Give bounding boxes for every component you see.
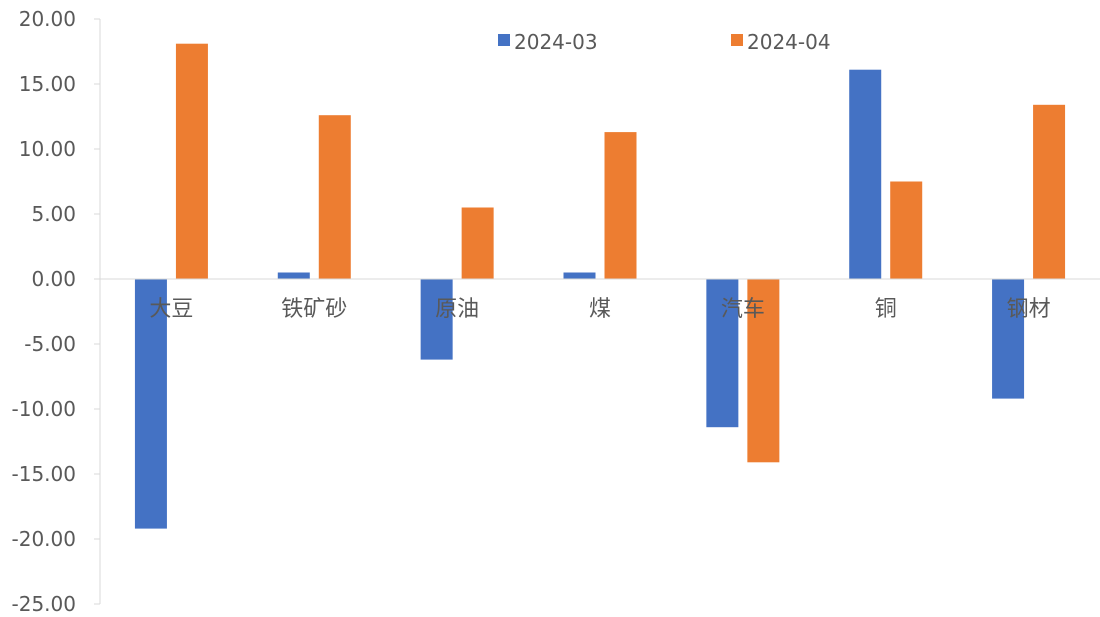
bar-2024-03-钢材 — [992, 279, 1025, 399]
bar-2024-04-钢材 — [1033, 104, 1066, 279]
bar-2024-03-铁矿砂 — [277, 272, 310, 279]
category-label: 大豆 — [149, 297, 193, 322]
bar-2024-03-大豆 — [134, 279, 167, 529]
bar-2024-03-煤 — [563, 272, 596, 279]
y-tick-label: 5.00 — [31, 202, 76, 226]
bars — [100, 43, 1100, 529]
legend-label: 2024-03 — [514, 30, 598, 54]
y-tick-label: -10.00 — [12, 397, 76, 421]
category-label: 铜 — [875, 297, 897, 322]
bar-2024-04-煤 — [604, 132, 637, 279]
category-label: 钢材 — [1007, 297, 1051, 322]
category-label: 煤 — [589, 297, 611, 322]
y-axis: 20.00 15.00 10.00 5.00 0.00 -5.00 -10.00 -15.00… — [12, 7, 101, 616]
y-tick-label: 0.00 — [31, 267, 76, 291]
y-tick-label: 10.00 — [19, 137, 76, 161]
y-tick-label: 15.00 — [19, 72, 76, 96]
legend-swatch — [498, 34, 510, 46]
category-label: 原油 — [435, 297, 479, 322]
bar-2024-04-铜 — [890, 181, 923, 279]
category-label: 铁矿砂 — [281, 297, 347, 322]
bar-2024-04-铁矿砂 — [318, 115, 351, 279]
category-labels: 大豆 铁矿砂 原油 煤 汽车 铜 钢材 — [149, 297, 1050, 322]
bar-2024-03-原油 — [420, 279, 453, 360]
bar-2024-04-原油 — [461, 207, 494, 279]
y-tick-label: -25.00 — [12, 592, 76, 616]
bar-2024-03-汽车 — [706, 279, 739, 428]
bar-2024-04-汽车 — [747, 279, 780, 463]
y-tick-label: 20.00 — [19, 7, 76, 31]
y-tick-label: -5.00 — [24, 332, 76, 356]
bar-2024-03-铜 — [849, 69, 882, 279]
bar-2024-04-大豆 — [175, 43, 208, 280]
legend: 2024-03 2024-04 — [498, 30, 831, 54]
legend-label: 2024-04 — [747, 30, 831, 54]
category-label: 汽车 — [721, 297, 765, 322]
legend-swatch — [731, 34, 743, 46]
y-tick-label: -15.00 — [12, 462, 76, 486]
y-tick-label: -20.00 — [12, 527, 76, 551]
